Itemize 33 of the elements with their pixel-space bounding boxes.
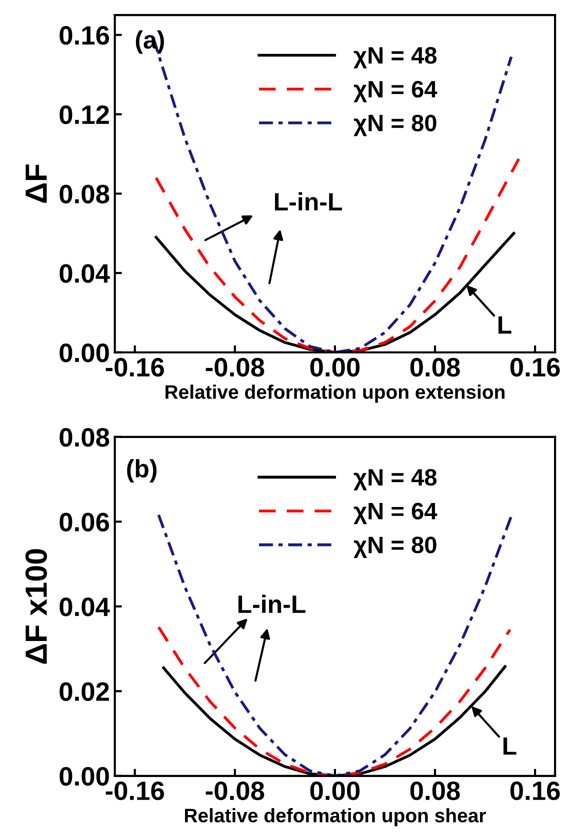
y-tick-label: 0.12 [60,105,109,124]
x-tick-label: 0.00 [310,358,360,377]
annotation: (a) [136,30,164,54]
x-tick-label: 0.08 [410,781,460,800]
x-tick-label: -0.08 [206,781,264,800]
x-axis-title: Relative deformation upon shear [184,808,486,826]
line-series [154,158,520,352]
x-tick-label: 0.16 [510,358,560,377]
legend-label: χN = 64 [354,80,438,102]
annotation: L [498,316,512,334]
x-tick-label: 0.16 [510,781,560,800]
x-tick-label: 0.08 [410,358,460,377]
x-tick-label: -0.08 [206,358,264,377]
y-tick-label: 0.16 [60,26,110,45]
x-tick-label: 0.00 [310,781,360,800]
y-tick-label: 0.08 [60,428,110,447]
annotation: L-in-L [238,594,306,613]
y-axis-title: ΔF [26,164,47,203]
y-tick-label: 0.04 [60,598,110,616]
x-axis-title: Relative deformation upon extension [166,384,504,403]
y-tick-label: 0.06 [60,512,110,532]
y-axis-title: ΔF x100 [25,549,48,664]
legend-label: χN = 80 [354,536,436,558]
annotation: L-in-L [274,192,342,210]
annotation: L [503,737,516,755]
legend-label: χN = 80 [354,114,436,136]
legend-label: χN = 48 [354,468,437,490]
y-tick-label: 0.08 [60,184,110,204]
y-tick-label: 0.04 [60,264,110,283]
legend-label: χN = 48 [354,47,437,68]
legend-label: χN = 64 [354,502,438,524]
annotation: (b) [127,459,157,482]
y-tick-label: 0.02 [60,682,109,701]
